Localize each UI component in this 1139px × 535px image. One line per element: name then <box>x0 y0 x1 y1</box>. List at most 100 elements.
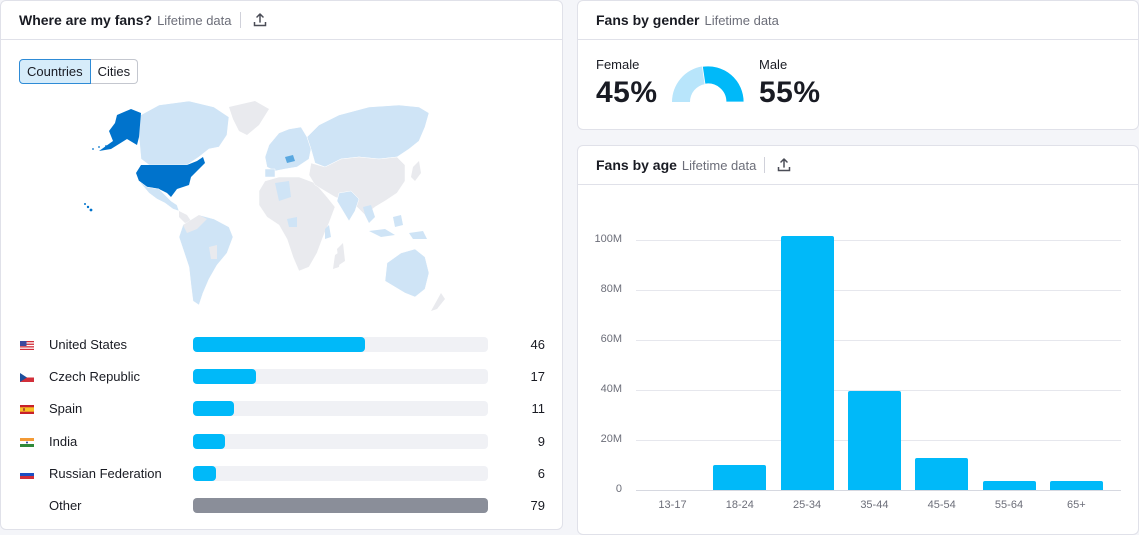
x-tick: 25-34 <box>793 499 822 511</box>
country-bar <box>193 465 216 481</box>
country-bar <box>193 433 225 449</box>
female-label: Female <box>596 57 640 72</box>
export-upload-icon <box>778 158 791 172</box>
export-upload-icon <box>253 13 266 27</box>
map-asia <box>308 156 406 216</box>
x-tick: 45-54 <box>927 499 956 511</box>
country-bar-track <box>193 465 488 481</box>
country-value: 46 <box>530 337 545 352</box>
card-subtitle: Lifetime data <box>704 12 779 28</box>
export-button[interactable] <box>251 11 269 29</box>
y-tick: 40M <box>600 383 622 395</box>
country-bar-track <box>193 401 488 417</box>
map-greenland <box>229 101 269 135</box>
country-bar <box>193 401 234 417</box>
map-spain <box>264 168 276 178</box>
map-united-states <box>136 157 205 197</box>
fans-by-age-card: Fans by age Lifetime data 100M 80M 60M 4… <box>577 145 1139 535</box>
fans-location-card: Where are my fans? Lifetime data Countri… <box>0 0 563 530</box>
country-value: 9 <box>537 433 545 449</box>
y-tick: 0 <box>615 483 622 495</box>
world-map[interactable] <box>79 97 459 322</box>
header-divider <box>239 12 241 28</box>
x-tick: 55-64 <box>994 499 1024 511</box>
age-bar[interactable] <box>780 236 834 490</box>
card-header: Where are my fans? Lifetime data <box>1 1 562 40</box>
export-button[interactable] <box>775 156 793 174</box>
age-bar[interactable] <box>982 481 1036 490</box>
age-bar[interactable] <box>713 465 767 490</box>
country-row[interactable]: Russian Federation 6 <box>1 463 562 495</box>
age-bar[interactable] <box>847 391 901 490</box>
card-title: Fans by age <box>596 157 677 173</box>
age-bar[interactable] <box>1049 481 1103 490</box>
country-name: Spain <box>49 401 83 417</box>
gridline <box>636 290 1121 291</box>
female-stat: Female 45% <box>596 57 658 110</box>
country-list: United States 46 Czech Republic 17 Spain… <box>1 334 562 527</box>
map-india <box>336 190 360 222</box>
flag-in-icon <box>20 437 34 447</box>
country-row[interactable]: Spain 11 <box>1 398 562 430</box>
male-value: 55% <box>759 76 821 109</box>
y-tick: 80M <box>600 283 622 295</box>
country-row[interactable]: United States 46 <box>1 334 562 366</box>
card-title: Fans by gender <box>596 12 700 28</box>
flag-es-icon <box>20 405 34 415</box>
female-value: 45% <box>596 76 658 109</box>
gender-half-donut[interactable] <box>671 65 745 103</box>
country-name: United States <box>49 337 128 352</box>
x-tick: 13-17 <box>658 499 687 511</box>
cities-tab[interactable]: Cities <box>90 59 139 84</box>
map-mexico <box>138 180 180 212</box>
countries-tab[interactable]: Countries <box>19 59 91 84</box>
countries-cities-toggle: Countries Cities <box>19 59 139 84</box>
country-row[interactable]: Czech Republic 17 <box>1 366 562 398</box>
country-bar <box>193 369 257 385</box>
country-name: Russian Federation <box>49 465 162 481</box>
country-row-other[interactable]: Other 79 <box>1 495 562 527</box>
x-tick: 35-44 <box>860 499 889 511</box>
card-subtitle: Lifetime data <box>157 12 232 28</box>
age-bar[interactable] <box>915 458 969 490</box>
card-header: Fans by age Lifetime data <box>578 146 1138 185</box>
x-tick: 18-24 <box>725 499 754 511</box>
header-divider <box>764 157 766 173</box>
male-stat: Male 55% <box>759 57 821 110</box>
x-axis-line <box>636 490 1121 491</box>
country-bar-track <box>193 497 488 513</box>
country-value: 6 <box>537 465 545 481</box>
map-south-america <box>178 214 234 306</box>
country-value: 11 <box>531 401 546 417</box>
country-bar-track <box>193 433 488 449</box>
card-title: Where are my fans? <box>19 12 153 28</box>
y-tick: 20M <box>600 433 622 445</box>
flag-us-icon <box>20 341 34 350</box>
map-europe <box>264 126 312 172</box>
card-subtitle: Lifetime data <box>681 157 757 173</box>
country-value: 17 <box>530 369 545 385</box>
gridline <box>636 240 1121 241</box>
country-name: India <box>49 433 78 449</box>
fans-by-gender-card: Fans by gender Lifetime data Female 45% … <box>577 0 1139 130</box>
country-bar-track <box>193 369 488 385</box>
map-canada <box>136 100 230 166</box>
card-header: Fans by gender Lifetime data <box>578 1 1138 40</box>
other-bar <box>193 497 488 513</box>
country-name: Czech Republic <box>49 369 141 385</box>
male-label: Male <box>759 57 788 72</box>
map-alaska <box>99 109 141 151</box>
map-australia <box>384 248 430 298</box>
country-name: Other <box>49 497 82 513</box>
age-bar-chart: 100M 80M 60M 40M 20M 0 13-17 18-24 25-34 35… <box>578 186 1138 526</box>
gridline <box>636 390 1121 391</box>
country-bar <box>193 337 365 352</box>
y-tick: 100M <box>594 233 622 245</box>
x-tick: 65+ <box>1066 499 1086 511</box>
country-value: 79 <box>530 497 545 513</box>
flag-cz-icon <box>20 373 34 383</box>
y-tick: 60M <box>600 333 622 345</box>
gridline <box>636 340 1121 341</box>
flag-ru-icon <box>20 469 34 479</box>
country-row[interactable]: India 9 <box>1 431 562 463</box>
